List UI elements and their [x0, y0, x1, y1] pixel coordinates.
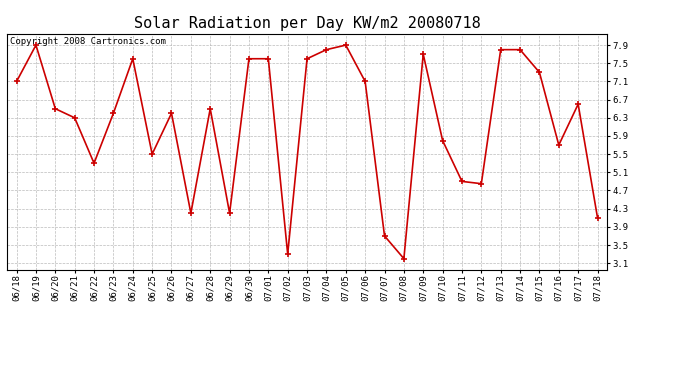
- Title: Solar Radiation per Day KW/m2 20080718: Solar Radiation per Day KW/m2 20080718: [134, 16, 480, 31]
- Text: Copyright 2008 Cartronics.com: Copyright 2008 Cartronics.com: [10, 37, 166, 46]
